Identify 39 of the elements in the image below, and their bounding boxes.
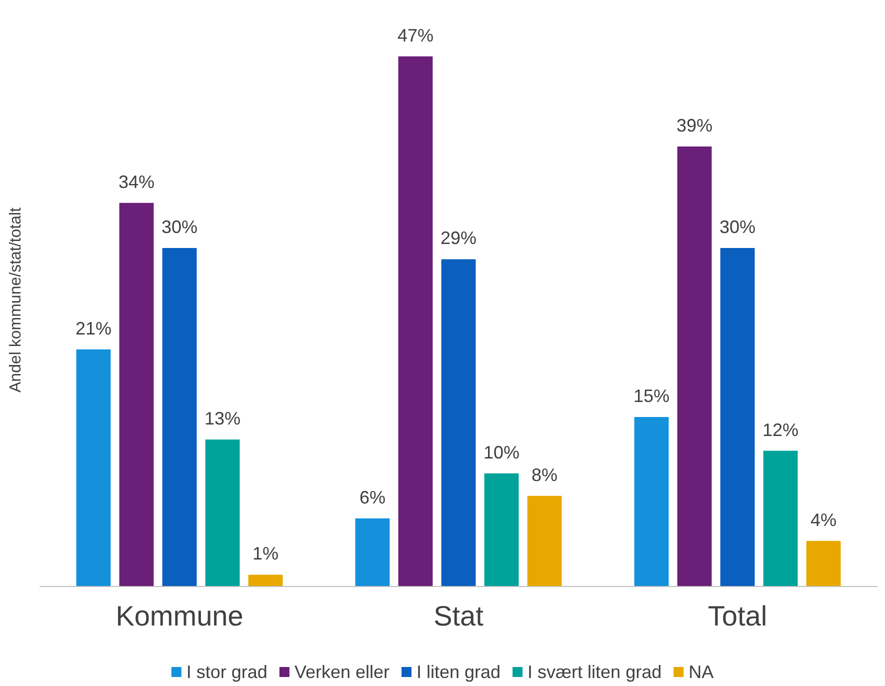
bar: [162, 248, 197, 586]
legend-label: Verken eller: [294, 662, 390, 682]
bar: [355, 518, 390, 586]
bar: [677, 146, 712, 586]
bar: [119, 202, 154, 586]
data-label: 15%: [633, 386, 670, 406]
x-tick-label: Total: [708, 600, 768, 632]
data-label: 13%: [204, 408, 241, 429]
y-axis-title: Andel kommune/stat/totalt: [8, 206, 24, 392]
data-label: 34%: [118, 172, 155, 192]
data-label: 29%: [440, 228, 477, 248]
bar: [484, 473, 519, 586]
data-label: 8%: [532, 464, 558, 485]
legend-label: I liten grad: [416, 662, 501, 682]
bar: [806, 540, 841, 586]
data-label: 21%: [75, 318, 112, 338]
x-tick-label: Stat: [434, 600, 484, 632]
data-label: 47%: [397, 25, 434, 46]
legend-label: I svært liten grad: [528, 662, 662, 682]
data-label: 10%: [483, 442, 520, 462]
legend-label: I stor grad: [186, 662, 268, 682]
bar: [398, 56, 433, 586]
bar: [763, 450, 798, 586]
x-tick-label: Kommune: [116, 600, 244, 632]
data-label: 30%: [161, 216, 198, 237]
bar: [720, 248, 755, 586]
bar: [634, 416, 669, 586]
bar: [527, 496, 562, 586]
data-label: 39%: [676, 116, 713, 136]
data-label: 6%: [359, 487, 386, 508]
bar: [248, 574, 283, 586]
bar: [441, 259, 476, 586]
data-label: 30%: [719, 216, 756, 237]
data-label: 12%: [762, 420, 799, 440]
legend-label: NA: [688, 662, 714, 682]
data-label: 1%: [252, 544, 279, 564]
bar: [205, 440, 240, 586]
bar: [76, 349, 111, 586]
data-label: 4%: [810, 510, 837, 530]
